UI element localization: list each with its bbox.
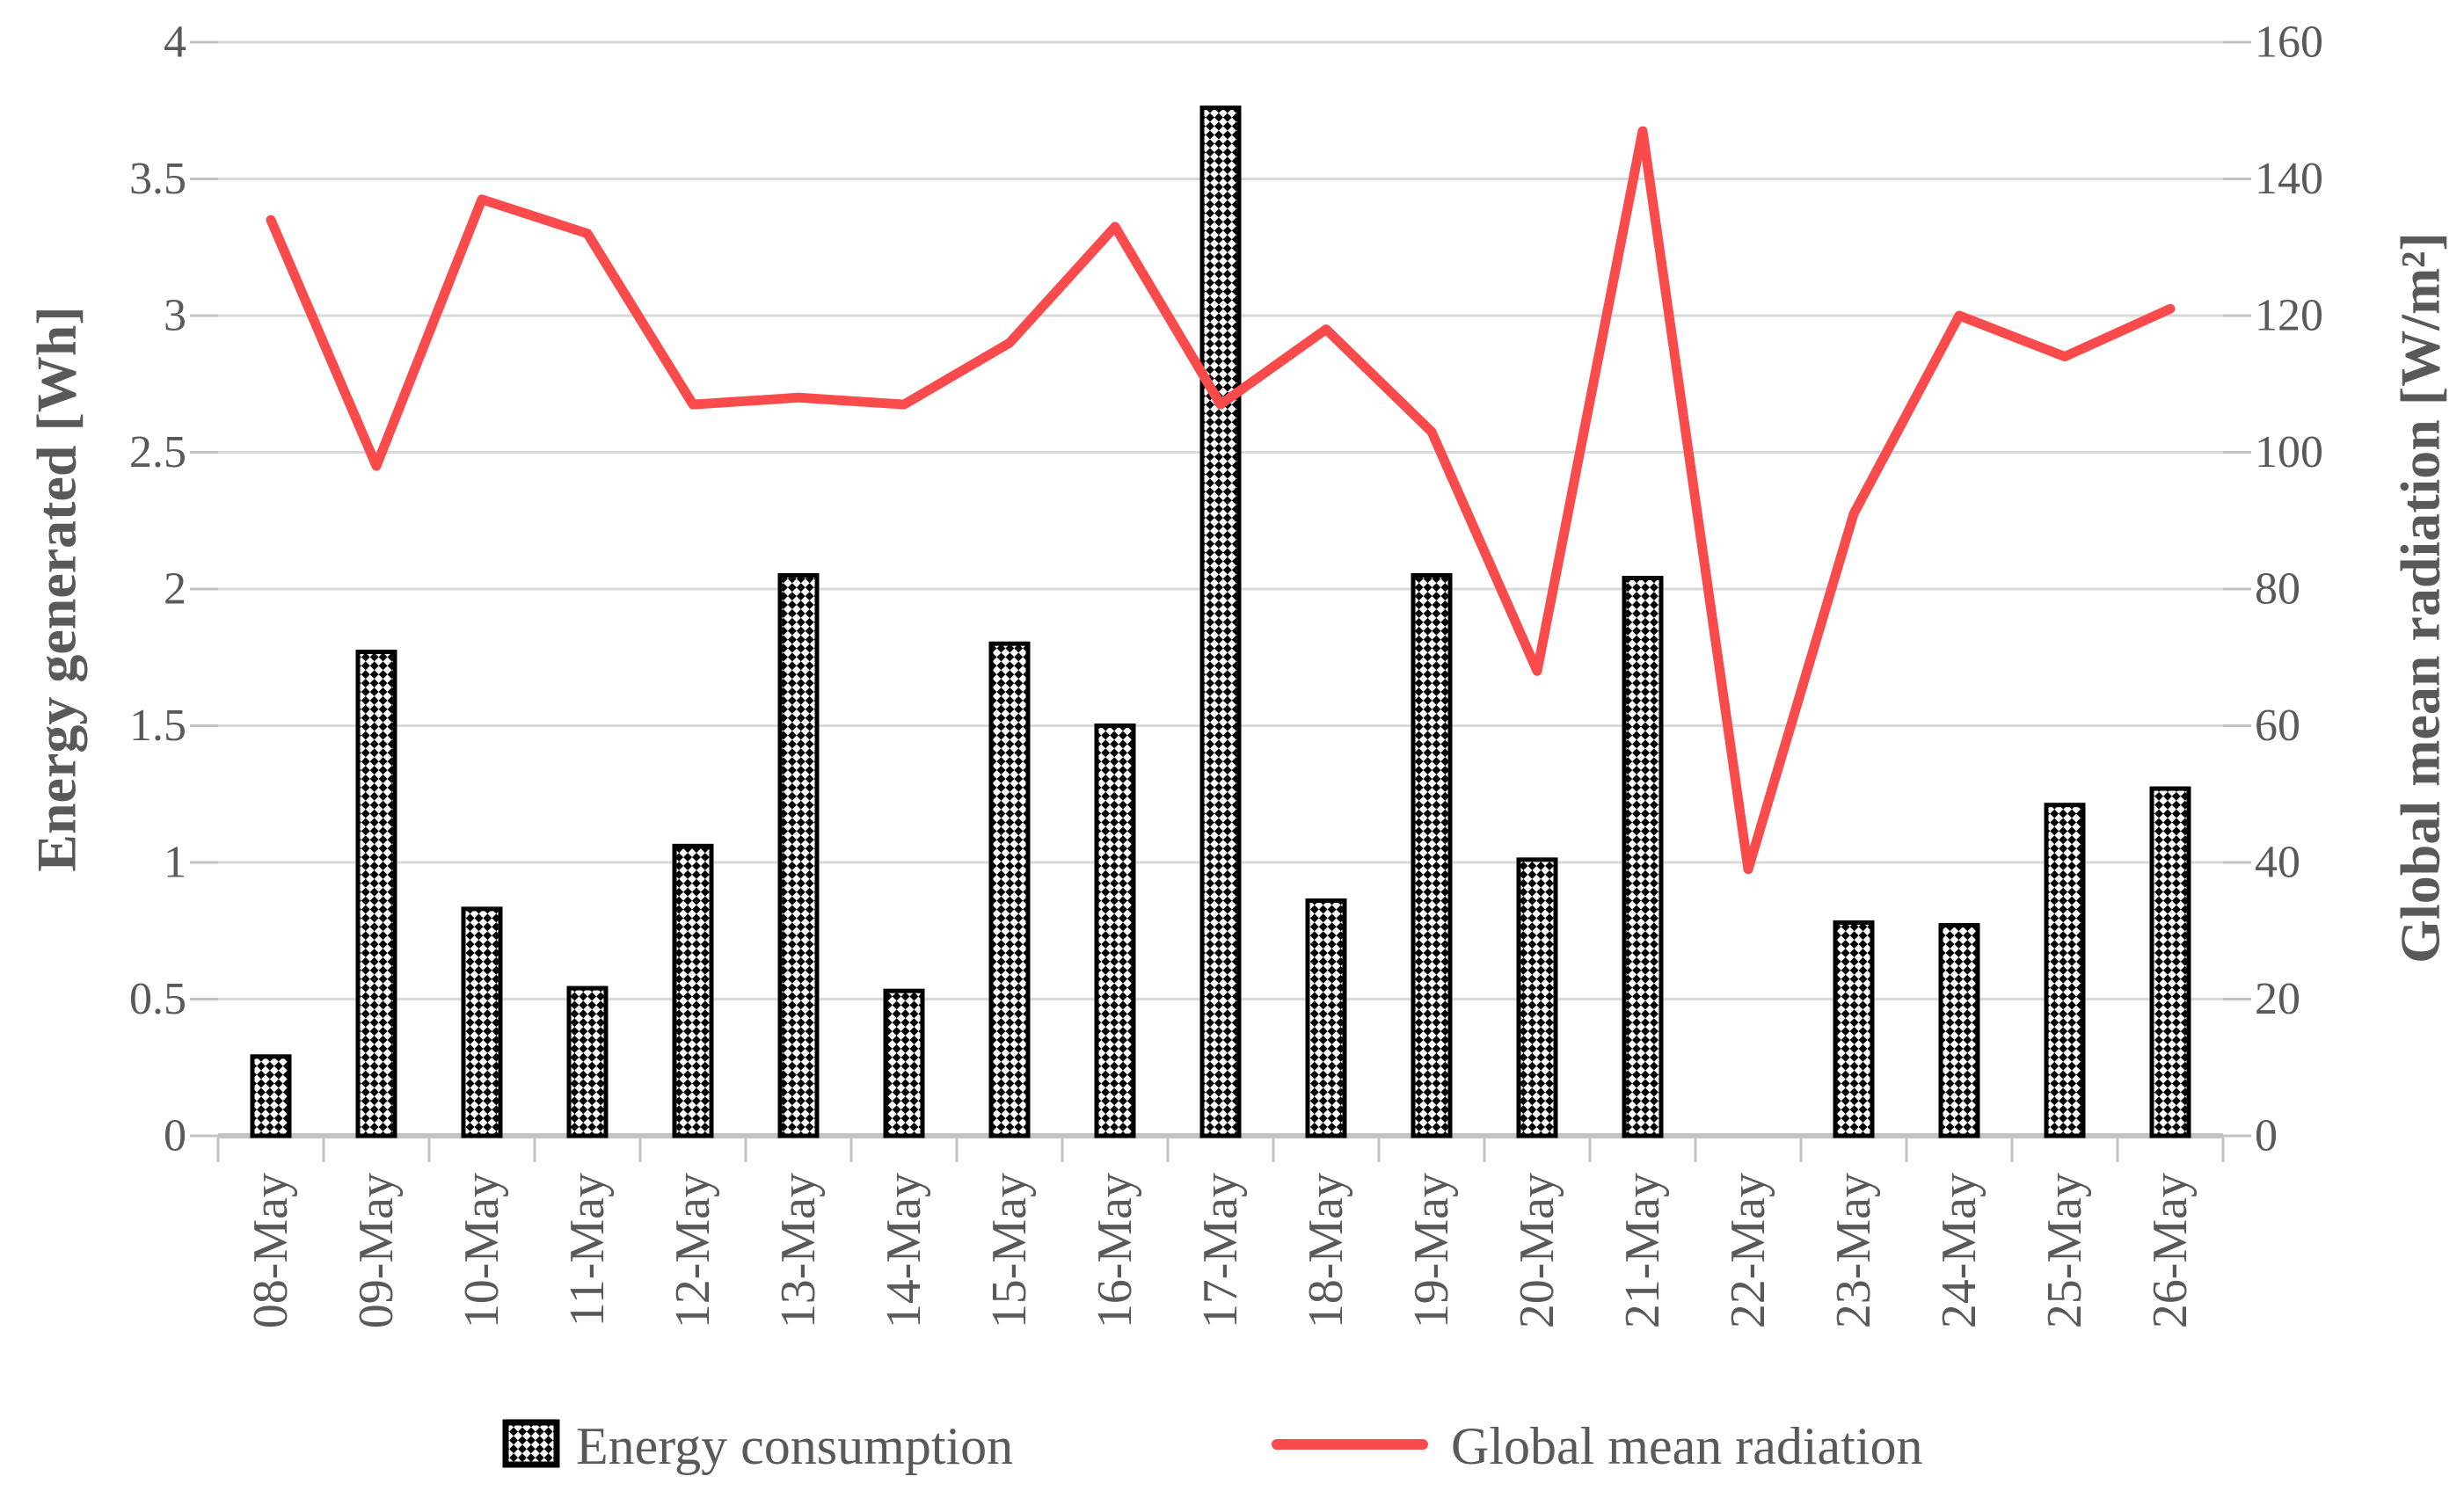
left-axis-tick-label: 0 <box>164 1111 186 1161</box>
left-axis-tick-label: 2.5 <box>129 427 186 477</box>
right-axis-tick-label: 80 <box>2255 564 2300 614</box>
left-axis-title: Energy generated [Wh] <box>26 306 88 871</box>
x-label-08-May: 08-May <box>244 1173 298 1328</box>
right-axis-tick-label: 60 <box>2255 701 2300 751</box>
x-label-17-May: 17-May <box>1193 1173 1248 1328</box>
bar-23-May <box>1833 920 1875 1138</box>
right-axis-tick-label: 160 <box>2255 18 2323 68</box>
x-label-11-May: 11-May <box>560 1173 615 1327</box>
left-axis-tick-label: 1 <box>164 838 186 888</box>
x-label-14-May: 14-May <box>877 1173 931 1328</box>
bar-19-May <box>1411 572 1453 1138</box>
left-axis-tick-label: 1.5 <box>129 701 186 751</box>
bar-08-May <box>250 1054 292 1138</box>
x-axis-category-labels: 08-May 09-May 10-May 11-May 12-May 13-May 14-M… <box>244 1173 2198 1328</box>
left-axis-tick-labels: 0 0.5 1 1.5 2 2.5 3 3.5 4 <box>129 18 186 1161</box>
x-label-23-May: 23-May <box>1826 1173 1881 1328</box>
bar-11-May <box>566 985 609 1138</box>
bar-15-May <box>988 641 1031 1138</box>
bar-10-May <box>461 906 503 1138</box>
bar-12-May <box>672 843 714 1138</box>
bar-series-energy-consumption <box>250 105 2191 1138</box>
right-axis-title: Global mean radiation [W/m²] <box>2389 232 2452 964</box>
x-label-16-May: 16-May <box>1088 1173 1142 1328</box>
x-label-09-May: 09-May <box>349 1173 404 1328</box>
right-axis-tick-label: 0 <box>2255 1111 2278 1161</box>
left-axis-tick-label: 0.5 <box>129 974 186 1024</box>
right-axis-tick-label: 140 <box>2255 154 2323 204</box>
x-label-25-May: 25-May <box>2038 1173 2092 1328</box>
x-label-20-May: 20-May <box>1510 1173 1564 1328</box>
x-label-26-May: 26-May <box>2143 1173 2198 1328</box>
right-axis-tick-label: 20 <box>2255 974 2300 1024</box>
bar-26-May <box>2149 786 2191 1138</box>
x-label-24-May: 24-May <box>1932 1173 1987 1328</box>
bar-13-May <box>777 572 820 1138</box>
left-axis-tick-label: 3.5 <box>129 154 186 204</box>
bar-18-May <box>1305 898 1347 1138</box>
x-label-22-May: 22-May <box>1721 1173 1775 1328</box>
x-label-19-May: 19-May <box>1404 1173 1459 1328</box>
x-label-18-May: 18-May <box>1299 1173 1353 1328</box>
x-label-10-May: 10-May <box>455 1173 509 1328</box>
bar-21-May <box>1622 576 1664 1138</box>
x-label-13-May: 13-May <box>771 1173 826 1328</box>
line-series-global-mean-radiation <box>266 126 2176 875</box>
bar-17-May <box>1199 105 1242 1138</box>
x-label-12-May: 12-May <box>666 1173 720 1328</box>
left-axis-tick-label: 3 <box>164 291 186 341</box>
right-axis-tick-label: 40 <box>2255 838 2300 888</box>
bar-20-May <box>1516 857 1558 1138</box>
x-label-21-May: 21-May <box>1615 1173 1670 1328</box>
right-axis-tick-label: 120 <box>2255 291 2323 341</box>
left-axis-tick-label: 4 <box>164 18 186 68</box>
right-axis-tick-labels: 0 20 40 60 80 100 120 140 160 <box>2255 18 2323 1161</box>
right-axis-tick-label: 100 <box>2255 427 2323 477</box>
x-label-15-May: 15-May <box>982 1173 1037 1328</box>
bar-24-May <box>1938 923 1980 1138</box>
bar-14-May <box>883 988 925 1138</box>
bar-09-May <box>355 650 397 1138</box>
legend-bar-label: Energy consumption <box>576 1417 1013 1475</box>
bar-16-May <box>1094 724 1136 1138</box>
left-axis-tick-label: 2 <box>164 564 186 614</box>
legend: Energy consumption Global mean radiation <box>502 1417 1922 1475</box>
bar-25-May <box>2044 803 2086 1138</box>
legend-bar-swatch-icon <box>502 1419 560 1468</box>
legend-line-label: Global mean radiation <box>1451 1417 1922 1475</box>
